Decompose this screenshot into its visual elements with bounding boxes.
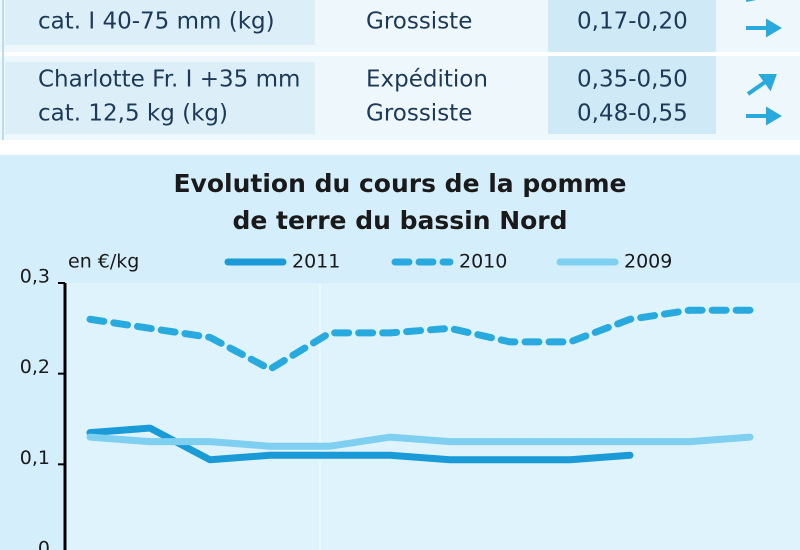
trend-icons [746,0,782,126]
product-cell [5,62,315,134]
price: 0,17-0,20 [577,9,688,35]
arrow-head [766,106,782,126]
product: cat. I 40-75 mm (kg) [38,9,275,35]
stage: Grossiste [366,101,472,127]
arrow-head [766,18,782,38]
legend-label: 2009 [624,251,672,273]
series-line [86,306,754,373]
product: Charlotte Fr. I +35 mm [38,67,300,93]
y-tick-label: 0 [38,538,50,550]
plot-area [65,283,800,550]
arrow-head [758,74,777,92]
legend-label: 2011 [292,251,340,273]
product: cat. 12,5 kg (kg) [38,101,228,127]
stage: Grossiste [366,9,472,35]
stage: Expédition [366,67,488,93]
price-cell [548,0,716,134]
price: 0,48-0,55 [577,101,688,127]
chart-title: de terre du bassin Nord [232,206,567,235]
y-tick-label: 0,3 [20,266,50,288]
series-line [86,433,754,450]
legend-label: 2010 [459,251,507,273]
unit-label: en €/kg [68,251,139,273]
product-cell [5,0,315,45]
price: 0,35-0,50 [577,67,688,93]
chart-title: Evolution du cours de la pomme [173,169,626,198]
y-tick-label: 0,2 [20,356,50,378]
y-tick-label: 0,1 [20,447,50,469]
